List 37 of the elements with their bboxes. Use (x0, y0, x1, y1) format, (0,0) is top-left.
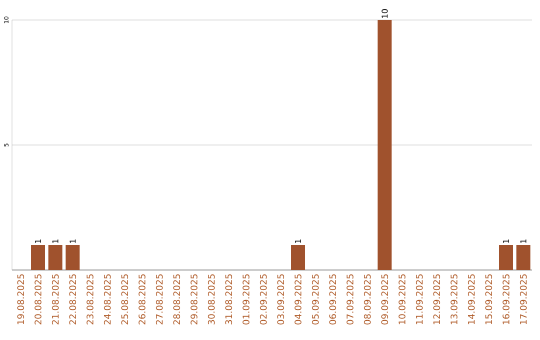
data-label: 1 (70, 239, 76, 243)
x-tick-label: 05.09.2025 (312, 274, 319, 324)
x-tick-label: 27.08.2025 (156, 274, 163, 324)
x-tick-label: 08.09.2025 (364, 274, 371, 324)
x-tick-label: 03.09.2025 (277, 274, 284, 324)
x-tick-label: 23.08.2025 (86, 274, 94, 324)
x-tick-label: 19.08.2025 (17, 274, 24, 324)
data-label: 1 (295, 239, 301, 243)
x-tick-label: 04.09.2025 (294, 274, 302, 324)
x-tick-label: 25.08.2025 (121, 274, 128, 324)
x-tick-label: 07.09.2025 (346, 274, 354, 324)
x-tick-label: 01.09.2025 (242, 274, 250, 324)
data-label: 1 (35, 239, 41, 243)
x-tick-label: 30.08.2025 (208, 274, 215, 324)
x-tick-label: 11.09.2025 (416, 274, 423, 324)
x-tick-label: 13.09.2025 (450, 274, 458, 324)
x-tick-label: 21.08.2025 (52, 274, 59, 324)
x-tick-label: 17.09.2025 (520, 274, 527, 324)
x-tick-label: 24.08.2025 (104, 274, 111, 324)
x-tick-label: 22.08.2025 (69, 274, 76, 324)
x-tick-label: 12.09.2025 (433, 274, 440, 324)
x-tick-label: 15.09.2025 (485, 274, 492, 324)
x-tick-label: 28.08.2025 (173, 274, 180, 324)
x-tick-label: 26.08.2025 (138, 274, 146, 324)
x-tick-label: 09.09.2025 (381, 274, 388, 324)
data-label: 10 (382, 9, 388, 18)
x-tick-label: 31.08.2025 (225, 274, 232, 324)
x-tick-label: 20.08.2025 (34, 274, 42, 324)
data-label: 1 (52, 239, 58, 243)
x-tick-label: 29.08.2025 (190, 274, 198, 324)
x-tick-label: 06.09.2025 (329, 274, 336, 324)
x-tick-label: 10.09.2025 (398, 274, 406, 324)
x-tick-label: 02.09.2025 (260, 274, 267, 324)
data-label: 1 (503, 239, 509, 243)
data-label: 1 (520, 239, 526, 243)
x-tick-label: 16.09.2025 (502, 274, 510, 324)
x-tick-label: 14.09.2025 (468, 274, 475, 324)
